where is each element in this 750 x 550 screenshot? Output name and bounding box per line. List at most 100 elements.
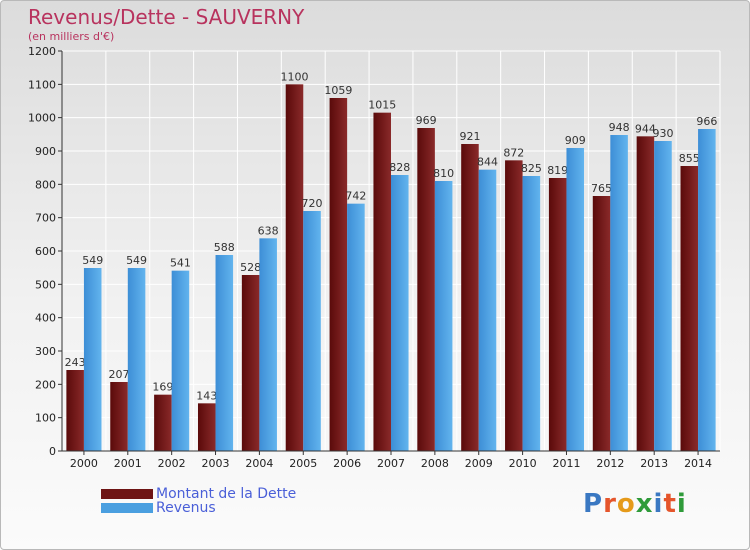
bar-dette — [373, 112, 391, 452]
x-tick-label: 2014 — [684, 457, 712, 470]
bar-revenus — [215, 255, 234, 451]
x-tick-label: 2013 — [640, 457, 668, 470]
x-tick-label: 2008 — [421, 457, 449, 470]
bar-dette — [461, 144, 479, 451]
bar-revenus — [610, 135, 628, 451]
bar-revenus — [522, 176, 541, 451]
value-label-revenus: 930 — [652, 127, 673, 140]
value-label-revenus: 844 — [477, 156, 498, 169]
y-tick-label: 100 — [35, 412, 56, 425]
bar-dette — [197, 403, 216, 451]
y-tick-label: 900 — [35, 145, 56, 158]
value-label-revenus: 828 — [389, 161, 410, 174]
value-label-revenus: 638 — [258, 224, 279, 237]
bar-dette — [548, 178, 567, 451]
value-label-revenus: 549 — [126, 254, 147, 267]
bar-dette — [505, 160, 523, 452]
bar-revenus — [566, 148, 585, 451]
y-tick-label: 800 — [35, 178, 56, 191]
x-tick-label: 2007 — [377, 457, 405, 470]
bar-dette — [329, 98, 348, 451]
legend-swatch-debt — [101, 489, 153, 499]
x-axis: 2000 2001 2002 2003 2004 2005 2006 2007 2008 2009… — [62, 450, 720, 470]
value-label-revenus: 588 — [214, 241, 235, 254]
bar-revenus — [259, 238, 277, 451]
y-tick-label: 1000 — [28, 112, 56, 125]
x-tick-label: 2005 — [289, 457, 317, 470]
bar-dette — [241, 275, 260, 451]
x-tick-label: 2001 — [114, 457, 142, 470]
value-label-dette: 969 — [416, 114, 437, 127]
bar-dette — [110, 382, 128, 451]
value-label-dette: 528 — [240, 261, 261, 274]
x-tick-label: 2011 — [552, 457, 580, 470]
bar-dette — [285, 84, 304, 451]
bar-dette — [154, 394, 172, 451]
logo-letter: t — [663, 489, 677, 519]
value-label-dette: 1059 — [324, 84, 352, 97]
bar-revenus — [434, 181, 453, 451]
y-tick-label: 300 — [35, 345, 56, 358]
logo-letter: P — [583, 489, 604, 519]
proxiti-logo: Proxiti — [583, 489, 687, 519]
value-label-dette: 143 — [196, 389, 217, 402]
value-label-dette: 1100 — [280, 70, 308, 83]
bar-dette — [417, 128, 435, 451]
y-tick-label: 700 — [35, 212, 56, 225]
y-tick-label: 1200 — [28, 45, 56, 58]
logo-letter: i — [653, 489, 664, 519]
x-tick-label: 2003 — [202, 457, 230, 470]
y-tick-label: 0 — [49, 445, 56, 458]
bar-revenus — [478, 169, 497, 451]
x-tick-label: 2000 — [70, 457, 98, 470]
x-tick-label: 2004 — [245, 457, 273, 470]
bar-revenus — [171, 270, 190, 451]
value-label-dette: 921 — [459, 130, 480, 143]
bar-revenus — [83, 268, 102, 451]
logo-letter: x — [635, 489, 654, 519]
x-tick-label: 2006 — [333, 457, 361, 470]
legend-swatch-revenus — [101, 503, 153, 513]
y-tick-label: 500 — [35, 278, 56, 291]
bar-dette — [636, 136, 655, 452]
value-label-revenus: 720 — [302, 197, 323, 210]
x-tick-label: 2010 — [509, 457, 537, 470]
value-label-dette: 944 — [635, 122, 656, 135]
value-label-dette: 765 — [591, 182, 612, 195]
bar-revenus — [654, 141, 672, 451]
value-label-revenus: 549 — [82, 254, 103, 267]
y-tick-label: 600 — [35, 245, 56, 258]
bar-revenus — [347, 203, 365, 451]
value-label-dette: 819 — [547, 164, 568, 177]
chart-subtitle: (en milliers d'€) — [28, 30, 115, 43]
bars: 243 549 207 549 169 541 143 588 528 638 1100 720 105… — [65, 70, 717, 452]
value-label-revenus: 948 — [609, 121, 630, 134]
y-tick-label: 1100 — [28, 78, 56, 91]
y-axis: 0 100 200 300 400 500 600 700 800 900 1000 1100 1200 — [28, 45, 63, 458]
value-label-revenus: 810 — [433, 167, 454, 180]
y-tick-label: 200 — [35, 378, 56, 391]
x-tick-label: 2009 — [465, 457, 493, 470]
value-label-dette: 872 — [503, 146, 524, 159]
value-label-dette: 1015 — [368, 99, 396, 112]
value-label-dette: 855 — [679, 152, 700, 165]
bar-dette — [592, 196, 611, 451]
bar-dette — [66, 370, 84, 451]
bar-revenus — [391, 175, 409, 451]
bar-revenus — [303, 211, 321, 451]
y-tick-label: 400 — [35, 312, 56, 325]
bar-revenus — [127, 268, 146, 451]
value-label-revenus: 909 — [565, 134, 586, 147]
value-label-dette: 169 — [152, 381, 173, 394]
legend-label-debt: Montant de la Dette — [156, 486, 297, 502]
logo-letter: i — [676, 489, 687, 519]
value-label-revenus: 825 — [521, 162, 542, 175]
logo-letter: o — [616, 489, 636, 519]
value-label-dette: 243 — [65, 356, 86, 369]
x-tick-label: 2002 — [158, 457, 186, 470]
value-label-dette: 207 — [109, 368, 130, 381]
x-tick-label: 2012 — [596, 457, 624, 470]
value-label-revenus: 966 — [696, 115, 717, 128]
